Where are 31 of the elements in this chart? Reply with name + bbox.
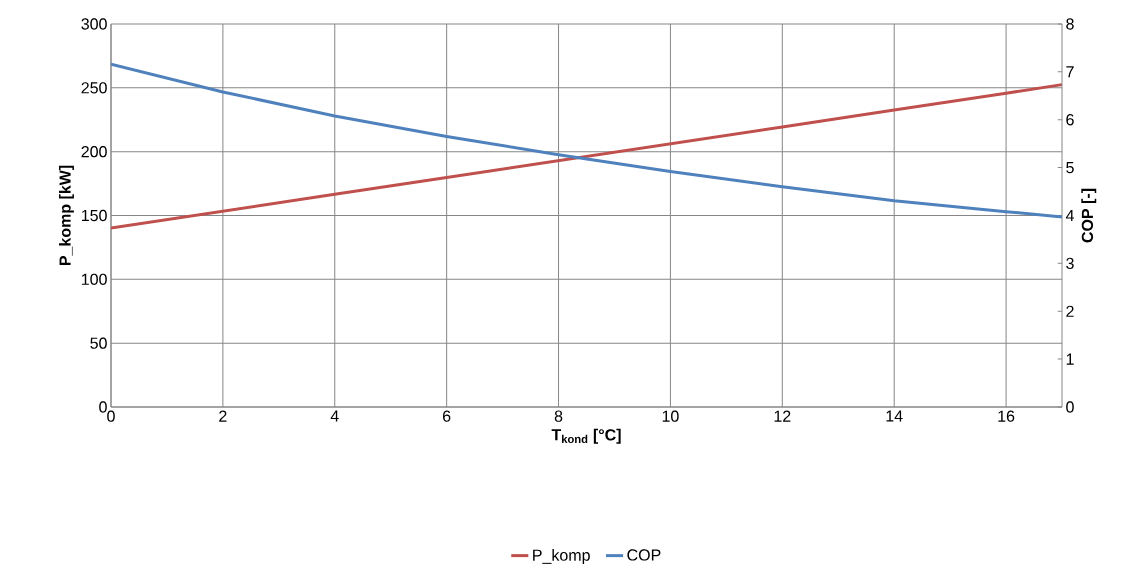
legend-label: P_komp — [533, 549, 590, 564]
y-tick-label: 200 — [81, 146, 107, 158]
y2-tick-label: 8 — [1066, 18, 1074, 30]
y-tick-label: 0 — [99, 401, 107, 413]
x-tick-label: 10 — [662, 410, 679, 422]
y2-tick-label: 6 — [1066, 114, 1074, 126]
y-tick-label: 50 — [90, 337, 107, 349]
y2-tick-label: 7 — [1066, 66, 1074, 78]
y2-tick-label: 2 — [1066, 305, 1074, 317]
y2-tick-label: 4 — [1065, 209, 1074, 221]
y2-tick-label: 1 — [1066, 353, 1074, 365]
y-axis-title: P_komp [kW] — [59, 165, 74, 266]
x-tick-label: 16 — [998, 410, 1015, 422]
y2-tick-label: 0 — [1066, 401, 1074, 413]
y-tick-label: 100 — [82, 273, 107, 285]
x-tick-label: 6 — [443, 410, 451, 422]
y-tick-label: 300 — [81, 18, 107, 30]
x-tick-label: 12 — [774, 410, 791, 422]
x-tick-label: 2 — [219, 410, 227, 422]
line-series — [111, 62, 1063, 219]
x-tick-label: 0 — [107, 410, 115, 422]
legend-label: COP — [627, 549, 661, 561]
y2-tick-label: 3 — [1066, 257, 1074, 270]
x-tick-label: 8 — [554, 410, 563, 422]
x-tick-label: 14 — [886, 410, 903, 422]
y-tick-label: 250 — [81, 82, 107, 94]
y2-tick-label: 5 — [1066, 162, 1074, 174]
x-axis-title: T$_{kond}$ [°C] — [551, 428, 621, 444]
x-tick-label: 4 — [330, 410, 339, 422]
y2-axis-title: COP [-] — [1081, 188, 1097, 243]
y-tick-label: 150 — [82, 209, 107, 222]
